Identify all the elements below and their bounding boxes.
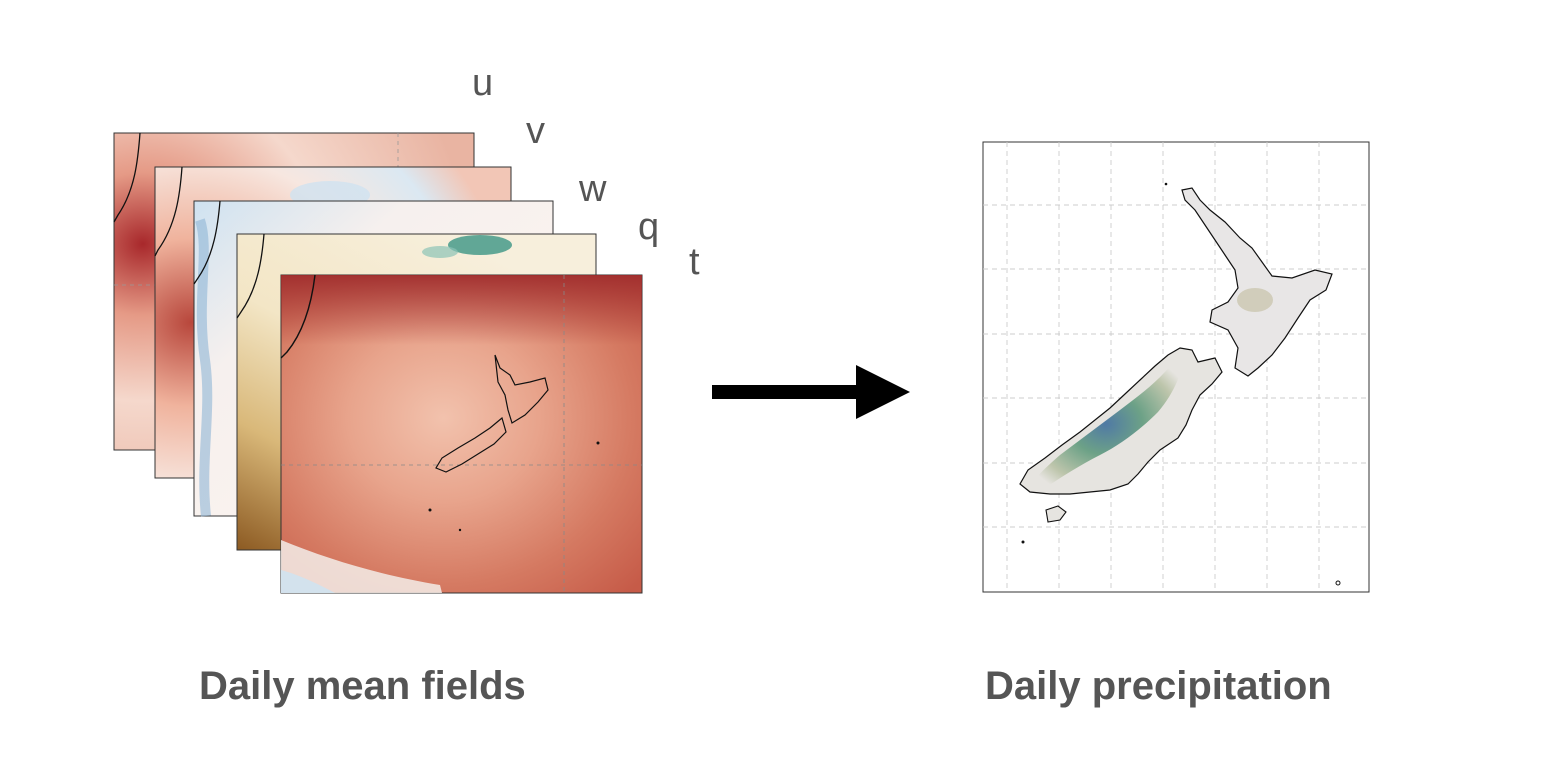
input-caption: Daily mean fields [199,664,526,708]
stewart-island [1045,505,1067,523]
variable-label-u: u [472,62,494,104]
right-arrow-icon [712,365,910,419]
precipitation-map [982,141,1370,593]
input-field-stack [113,132,643,594]
variable-label-v: v [526,110,545,152]
field-map-t [280,274,643,594]
north-island [1181,187,1333,377]
variable-label-w: w [579,168,607,210]
variable-label-q: q [638,206,660,248]
variable-label-t: t [689,241,700,283]
output-caption: Daily precipitation [985,664,1332,708]
